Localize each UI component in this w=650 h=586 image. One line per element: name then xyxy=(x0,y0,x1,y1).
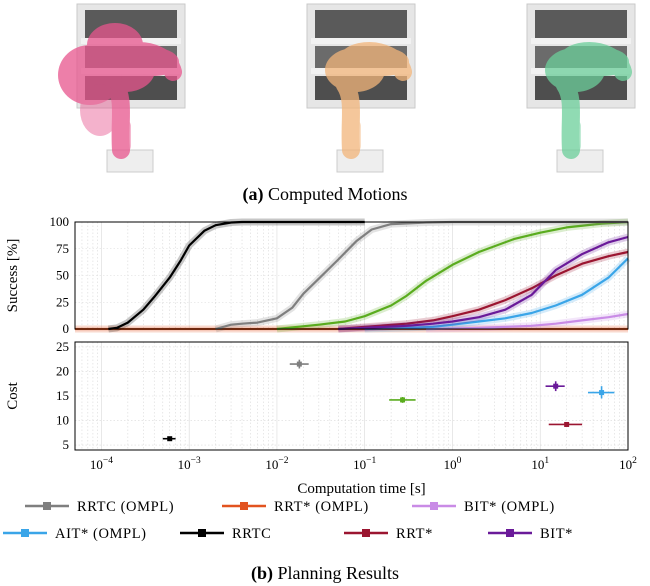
success-series-line xyxy=(276,220,629,331)
computed-motions-figure xyxy=(58,3,636,173)
motion-scene xyxy=(58,3,186,173)
cost-point xyxy=(587,386,615,399)
robot-swept-volume xyxy=(87,23,143,67)
cost-plot-frame xyxy=(74,341,629,451)
cost-point xyxy=(162,436,176,442)
legend: RRTC (OMPL) RRT* (OMPL) BIT* (OMPL) AIT* (O… xyxy=(3,499,573,542)
legend-label: BIT* (OMPL) xyxy=(464,499,555,515)
planning-results-charts: 0 25 50 75 100 Success [%] 5 10 15 20 25 10−4 10−3 1… xyxy=(3,214,637,542)
results-caption-text: Planning Results xyxy=(277,563,399,583)
cost-x-tick-label: 100 xyxy=(444,456,462,472)
robot-base-link xyxy=(113,120,131,152)
cost-point xyxy=(545,381,565,392)
success-y-axis-label: Success [%] xyxy=(5,239,21,313)
success-series-line xyxy=(338,250,629,331)
cost-x-tick-label: 10−3 xyxy=(178,456,201,472)
cost-x-tick-label: 101 xyxy=(531,456,549,472)
shelf-board xyxy=(311,38,411,44)
cost-marker xyxy=(564,421,570,427)
results-caption-label: (b) xyxy=(250,563,273,583)
motion-scene xyxy=(306,3,416,173)
cost-plot: 5 10 15 20 25 10−4 10−3 10−2 10−1 100 101 102 Comput… xyxy=(5,339,637,497)
legend-marker xyxy=(240,502,248,510)
shelf-compartment xyxy=(535,10,627,38)
success-y-tick-label: 50 xyxy=(56,268,69,283)
cost-point xyxy=(289,359,309,369)
motion-scene xyxy=(526,3,636,173)
robot-joint xyxy=(361,48,409,76)
cost-x-axis-label: Computation time [s] xyxy=(297,481,425,497)
motions-caption: (a) Computed Motions xyxy=(0,184,650,205)
legend-marker xyxy=(506,529,514,537)
legend-item: BIT* xyxy=(488,526,573,542)
legend-marker xyxy=(198,529,206,537)
legend-marker xyxy=(362,529,370,537)
shelf-board xyxy=(531,38,631,44)
legend-marker xyxy=(43,502,51,510)
success-plot-frame xyxy=(74,221,629,330)
legend-item: RRTC xyxy=(180,526,271,542)
success-series-line xyxy=(215,220,628,331)
legend-item: BIT* (OMPL) xyxy=(412,499,555,515)
success-series-line xyxy=(364,257,629,331)
cost-x-tick-label: 10−2 xyxy=(265,456,288,472)
success-y-tick-label: 75 xyxy=(56,241,69,256)
legend-item: RRT* (OMPL) xyxy=(222,499,369,515)
legend-marker xyxy=(21,529,29,537)
legend-label: RRT* (OMPL) xyxy=(274,499,369,515)
legend-label: AIT* (OMPL) xyxy=(55,526,147,542)
legend-marker xyxy=(430,502,438,510)
legend-item: RRT* xyxy=(344,526,433,542)
success-plot: 0 25 50 75 100 Success [%] xyxy=(5,214,631,336)
motions-caption-label: (a) xyxy=(242,184,264,204)
robot-base-link xyxy=(343,120,361,152)
cost-marker xyxy=(599,390,605,396)
cost-marker xyxy=(296,361,302,367)
cost-x-tick-label: 10−1 xyxy=(353,456,376,472)
motion-scenes xyxy=(58,3,636,173)
legend-label: BIT* xyxy=(540,526,573,542)
cost-point xyxy=(389,396,416,403)
cost-x-tick-label: 10−4 xyxy=(90,456,113,472)
success-series-line xyxy=(426,312,629,331)
cost-y-tick-label: 5 xyxy=(63,437,70,452)
legend-item: RRTC (OMPL) xyxy=(25,499,174,515)
legend-label: RRT* xyxy=(396,526,433,542)
cost-y-tick-label: 15 xyxy=(56,388,69,403)
robot-joint xyxy=(131,48,179,76)
shelf-compartment xyxy=(315,10,407,38)
cost-y-axis-label: Cost xyxy=(5,381,21,409)
robot-base-link xyxy=(563,120,581,152)
cost-marker xyxy=(553,383,559,389)
robot-swept-volume xyxy=(80,84,120,136)
robot-joint xyxy=(581,48,629,76)
success-y-tick-label: 25 xyxy=(56,294,69,309)
motions-caption-text: Computed Motions xyxy=(267,184,408,204)
legend-label: RRTC (OMPL) xyxy=(77,499,174,515)
cost-y-tick-label: 10 xyxy=(56,413,69,428)
legend-item: AIT* (OMPL) xyxy=(3,526,147,542)
robot-arm-motion xyxy=(545,42,632,159)
cost-y-tick-label: 20 xyxy=(56,363,69,378)
robot-arm-motion xyxy=(58,23,182,159)
legend-label: RRTC xyxy=(232,526,271,542)
cost-y-tick-label: 25 xyxy=(56,339,69,354)
success-y-tick-label: 100 xyxy=(50,214,70,229)
cost-marker xyxy=(400,397,406,403)
cost-marker xyxy=(167,436,173,442)
results-caption: (b) Planning Results xyxy=(0,563,650,584)
success-series-line xyxy=(338,235,629,331)
success-y-tick-label: 0 xyxy=(63,321,70,336)
cost-point xyxy=(548,421,583,427)
robot-arm-motion xyxy=(325,42,412,159)
cost-x-tick-label: 102 xyxy=(619,456,637,472)
